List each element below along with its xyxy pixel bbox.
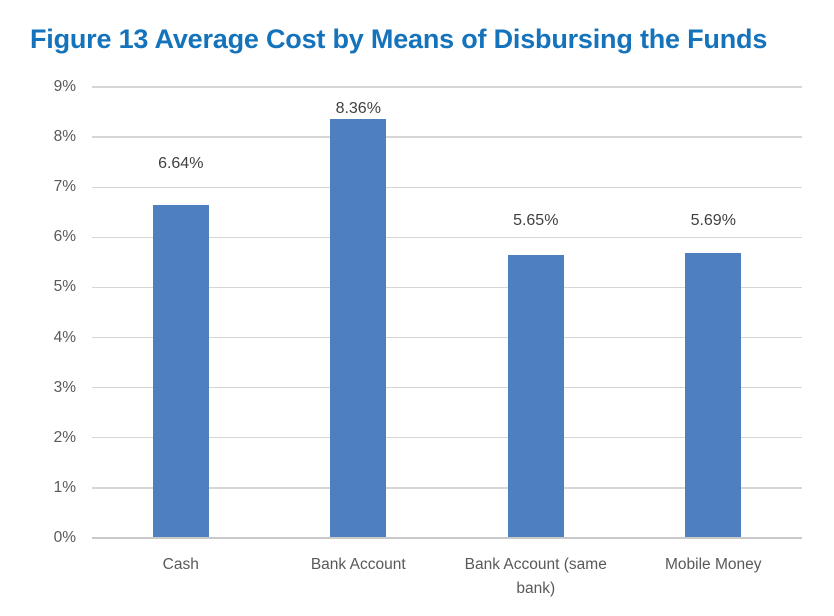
- bar-mobile-money: [685, 252, 742, 537]
- x-axis-category-label: Cash: [162, 556, 199, 573]
- y-axis-tick-label: 0%: [53, 529, 76, 546]
- x-axis-category-label: Mobile Money: [665, 556, 762, 573]
- gridline: [92, 487, 802, 489]
- y-axis-tick-label: 8%: [53, 128, 76, 146]
- y-axis-tick-label: 5%: [53, 278, 76, 296]
- y-axis-tick-label: 3%: [53, 378, 76, 396]
- y-axis-tick-label: 4%: [53, 328, 76, 346]
- gridline: [92, 336, 802, 339]
- x-axis-category-label: Bank Account (same bank): [464, 556, 607, 597]
- gridline: [92, 86, 802, 88]
- gridline: [92, 386, 802, 389]
- gridline: [92, 286, 802, 289]
- gridline: [92, 136, 802, 138]
- x-axis-category-label: Bank Account: [310, 556, 406, 573]
- gridline: [92, 437, 802, 439]
- bar-value-label: 5.65%: [513, 211, 559, 229]
- bar-value-label: 6.64%: [158, 155, 204, 173]
- y-axis-tick-label: 7%: [53, 178, 76, 196]
- bar-bank-account-same-bank: [507, 254, 564, 537]
- bar-value-label: 5.69%: [690, 211, 736, 229]
- y-axis-tick-label: 9%: [53, 78, 76, 95]
- y-axis-tick-label: 6%: [53, 228, 76, 246]
- bar-bank-account: [330, 119, 387, 537]
- figure-title: Figure 13 Average Cost by Means of Disbu…: [30, 24, 768, 54]
- gridline: [92, 186, 802, 188]
- bar-cash: [152, 205, 209, 537]
- y-axis-tick-label: 1%: [53, 478, 76, 496]
- gridline: [92, 236, 802, 239]
- x-axis-line: [92, 537, 802, 539]
- y-axis-tick-label: 2%: [53, 428, 76, 446]
- bar-value-label: 8.36%: [335, 100, 381, 118]
